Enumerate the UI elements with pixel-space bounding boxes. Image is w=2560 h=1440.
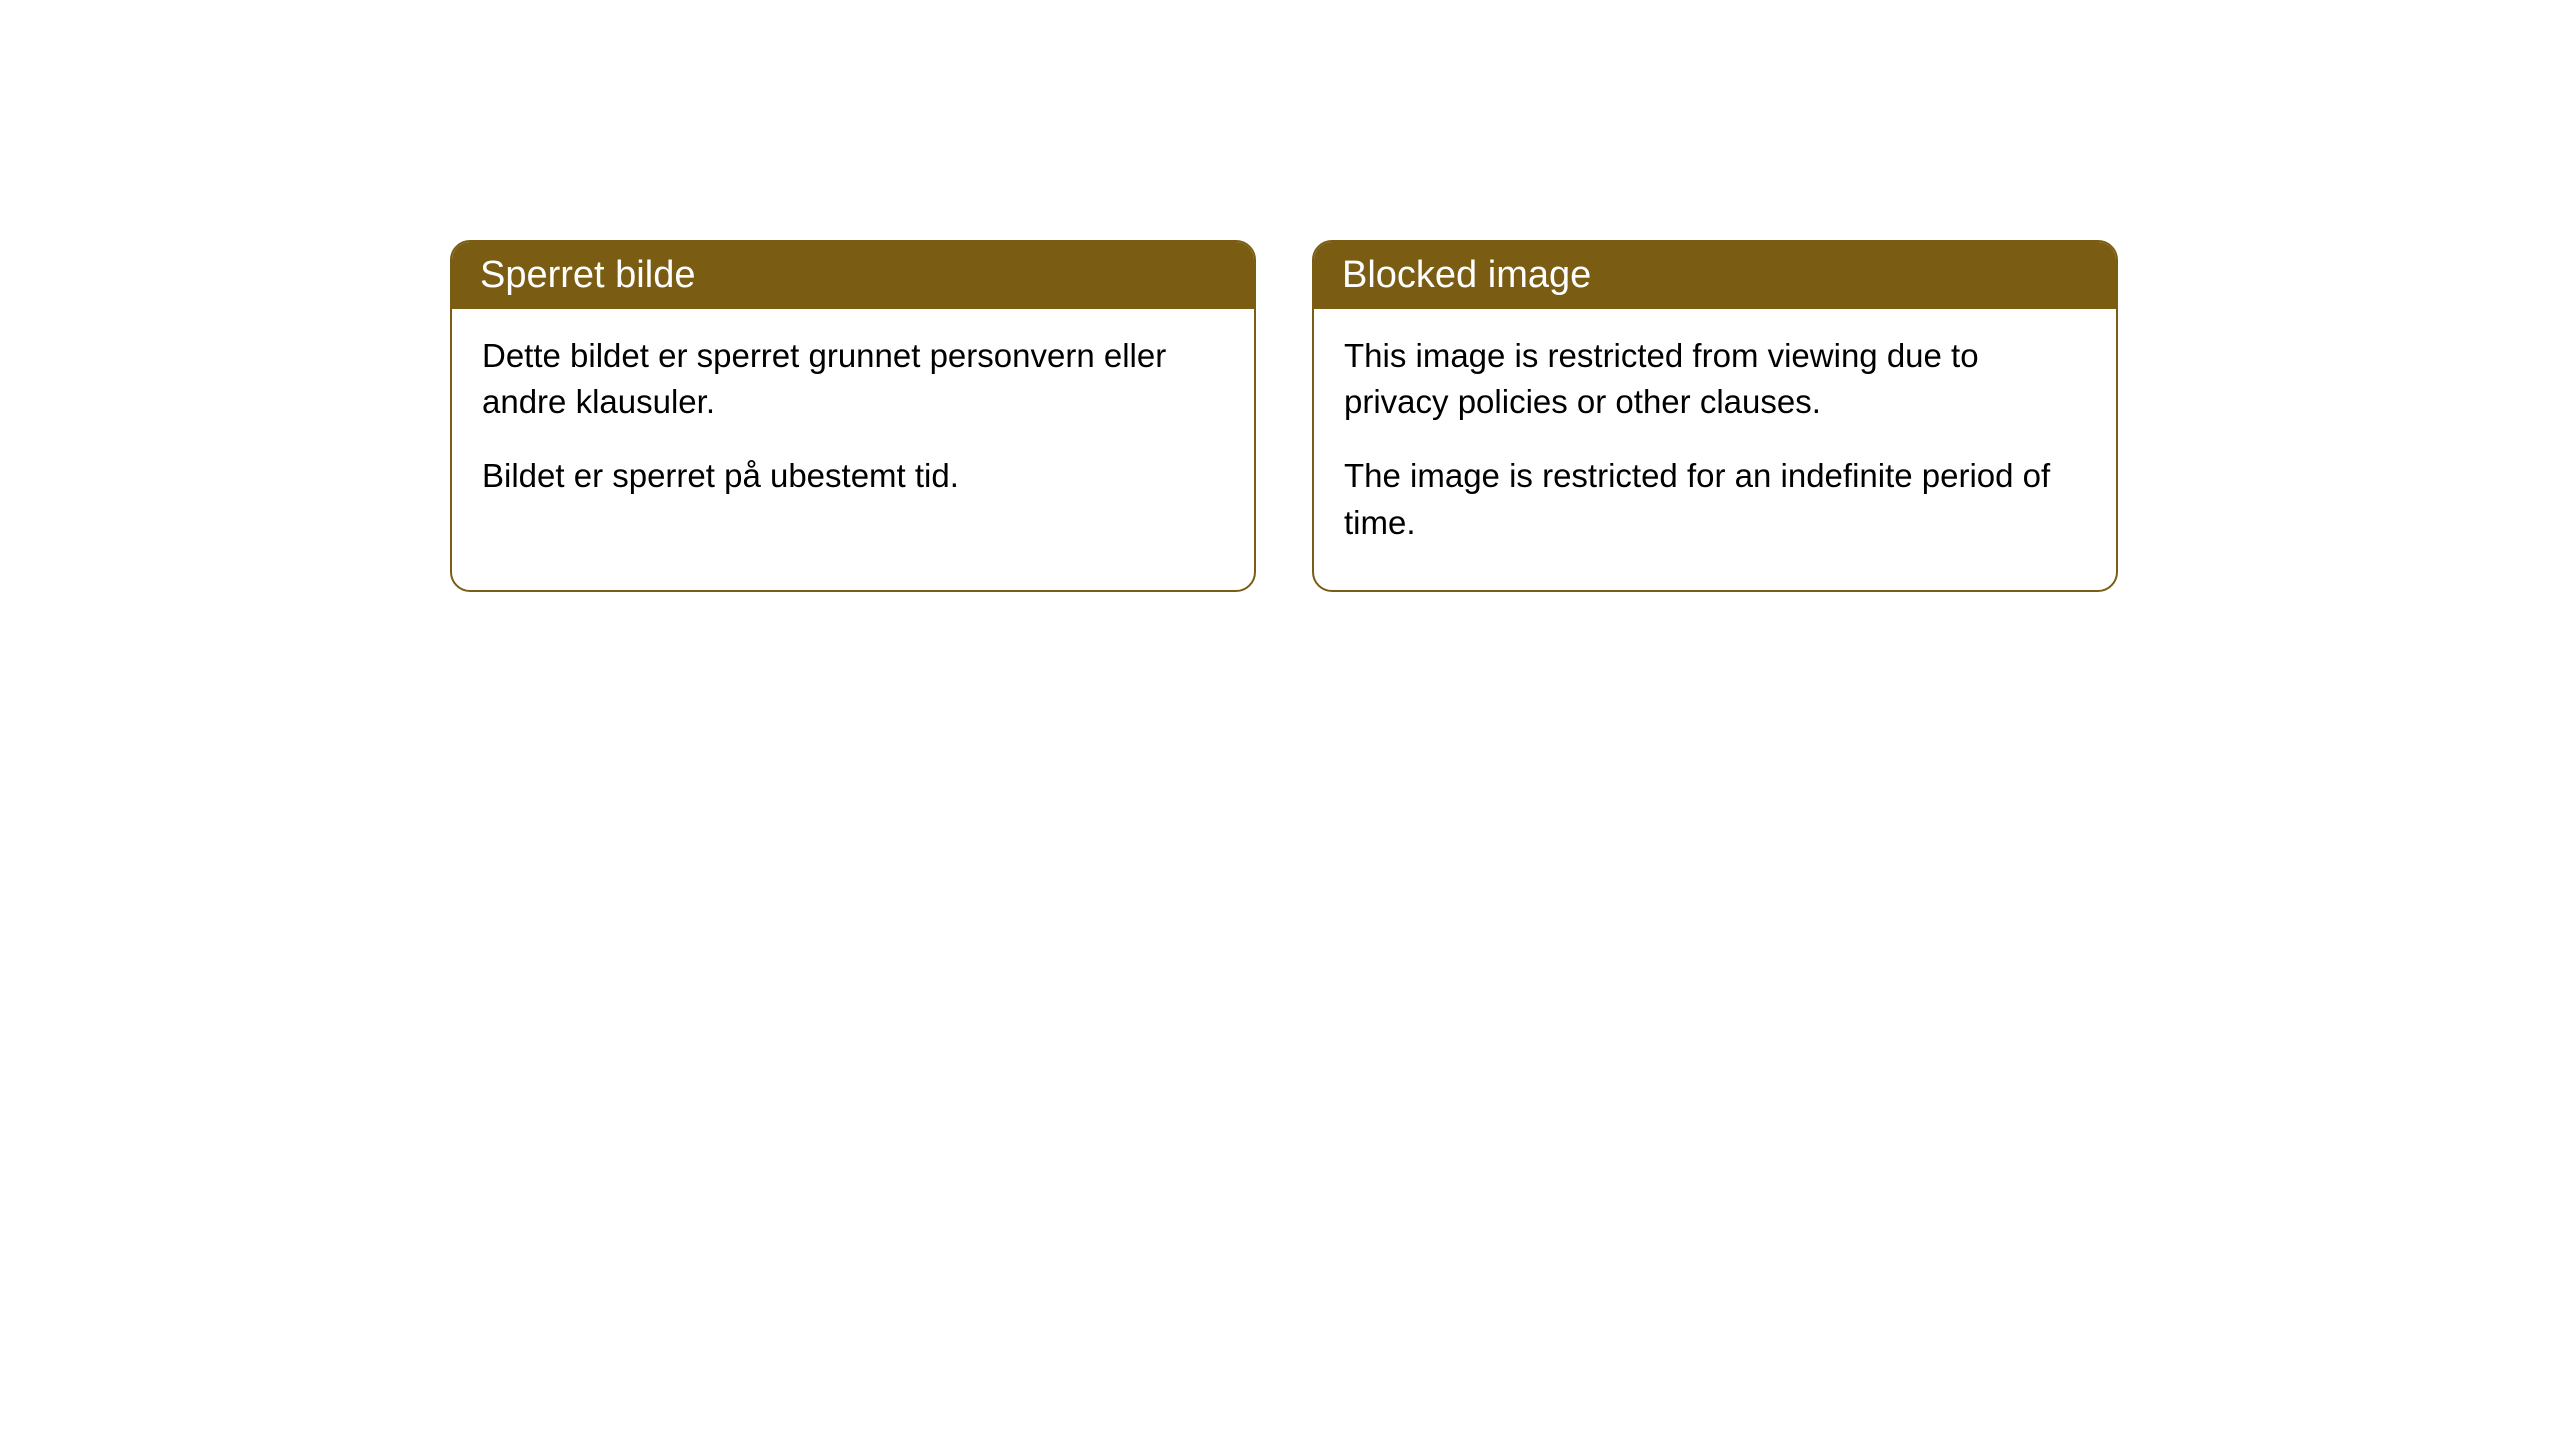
card-body-english: This image is restricted from viewing du… (1314, 309, 2116, 590)
card-paragraph: The image is restricted for an indefinit… (1344, 453, 2086, 545)
card-paragraph: Bildet er sperret på ubestemt tid. (482, 453, 1224, 499)
card-paragraph: Dette bildet er sperret grunnet personve… (482, 333, 1224, 425)
card-body-norwegian: Dette bildet er sperret grunnet personve… (452, 309, 1254, 544)
card-header-english: Blocked image (1314, 242, 2116, 309)
notice-card-english: Blocked image This image is restricted f… (1312, 240, 2118, 592)
card-header-norwegian: Sperret bilde (452, 242, 1254, 309)
card-paragraph: This image is restricted from viewing du… (1344, 333, 2086, 425)
notice-card-norwegian: Sperret bilde Dette bildet er sperret gr… (450, 240, 1256, 592)
card-title: Sperret bilde (480, 254, 695, 296)
card-title: Blocked image (1342, 254, 1591, 296)
notice-cards-container: Sperret bilde Dette bildet er sperret gr… (450, 240, 2118, 592)
